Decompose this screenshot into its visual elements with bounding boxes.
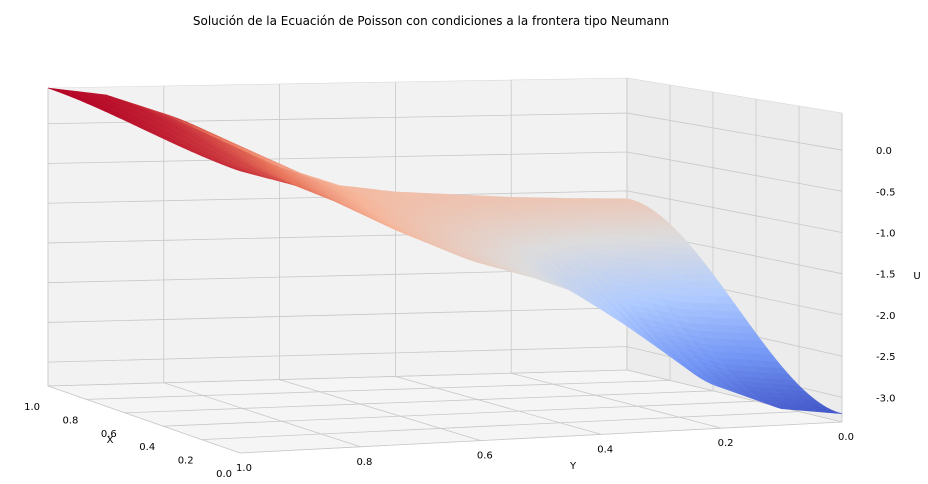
z-tick-label: 0.0 <box>876 146 892 157</box>
z-tick-label: -3.0 <box>876 393 896 404</box>
grid-line <box>124 390 714 414</box>
x-tick-label: 0.0 <box>216 469 232 480</box>
grid-line <box>47 369 628 387</box>
y-tick-label: 0.8 <box>356 457 372 468</box>
y-tick-label: 0.6 <box>477 451 493 462</box>
y-tick-label: 0.4 <box>597 444 613 455</box>
chart-title: Solución de la Ecuación de Poisson con c… <box>193 14 669 28</box>
grid-line <box>47 385 241 454</box>
x-tick-label: 0.8 <box>62 415 78 426</box>
z-grid-line <box>47 112 843 151</box>
grid-line <box>239 421 843 454</box>
z-tick-label: -1.0 <box>876 228 896 239</box>
x-axis-label: X <box>107 435 114 446</box>
y-tick-label: 0.0 <box>838 432 854 443</box>
x-tick-label: 0.4 <box>139 442 155 453</box>
z-grid-line <box>47 190 843 233</box>
grid-line <box>279 379 481 441</box>
z-tick-label: -2.0 <box>876 311 896 322</box>
y-tick-label: 0.2 <box>718 438 734 449</box>
surface-patch <box>612 198 633 201</box>
z-tick-label: -0.5 <box>876 187 896 198</box>
grid-line <box>201 411 800 440</box>
grid-line <box>626 369 843 423</box>
surface-mesh <box>47 87 843 415</box>
x-tick-label: 1.0 <box>24 402 40 413</box>
z-tick-label: -2.5 <box>876 352 896 363</box>
z-tick-label: -1.5 <box>876 270 896 281</box>
grid-line <box>86 380 671 400</box>
grid-line <box>163 382 361 448</box>
y-axis-label: Y <box>569 461 577 472</box>
grid-line <box>395 376 602 435</box>
y-tick-label: 1.0 <box>236 463 252 474</box>
x-tick-label: 0.6 <box>101 429 117 440</box>
x-tick-label: 0.2 <box>178 456 194 467</box>
grid-line <box>511 372 722 429</box>
grid-line <box>163 400 757 427</box>
z-axis-label: U <box>913 271 920 282</box>
axis-ticks: 1.0 0.8 0.6 0.4 0.2 0.0 1.0 0.8 0.6 0.4 0.2 0.0 0.0 -… <box>24 146 895 480</box>
